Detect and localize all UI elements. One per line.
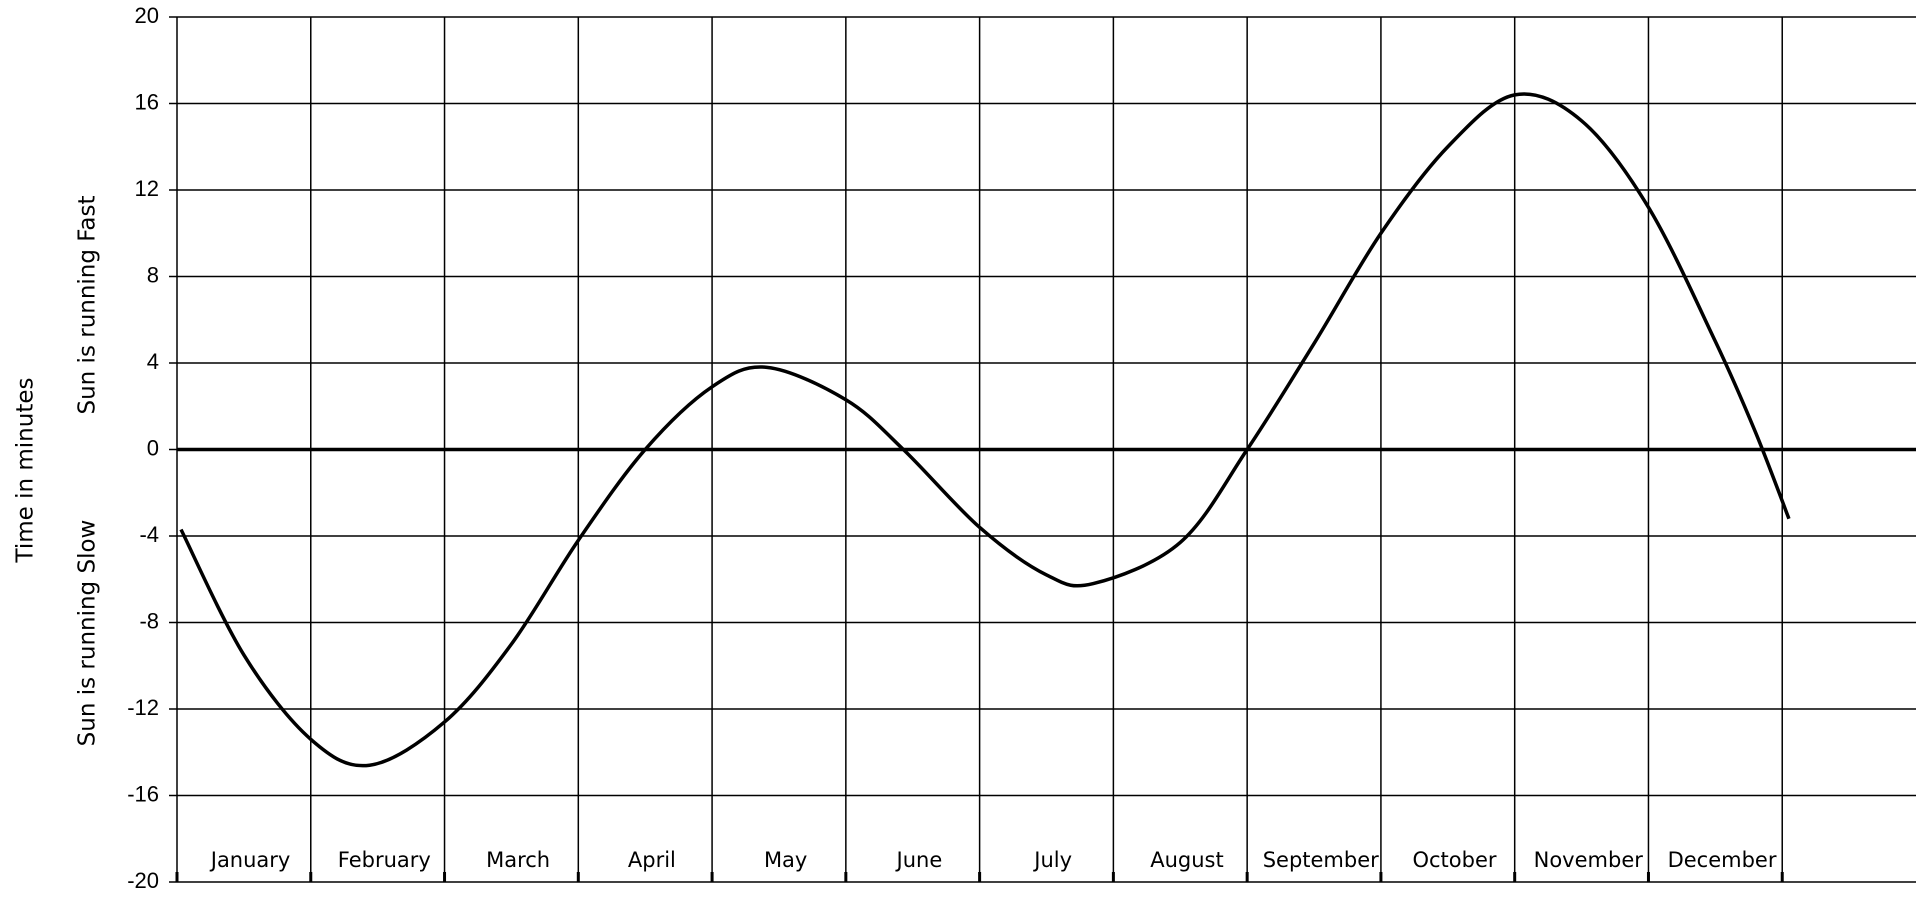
y-tick-label: -8: [139, 608, 159, 633]
x-tick-label: April: [628, 848, 676, 872]
y-tick-label: 20: [135, 3, 159, 28]
y-tick-label: -12: [127, 695, 159, 720]
x-tick-label: March: [486, 848, 550, 872]
y-axis-title: Time in minutes: [13, 378, 39, 564]
x-tick-label: June: [895, 848, 943, 872]
y-tick-label: 16: [135, 89, 159, 114]
y-tick-label: -16: [127, 781, 159, 806]
x-tick-label: July: [1032, 848, 1072, 872]
x-tick-label: February: [338, 848, 431, 872]
y-tick-label: -20: [127, 868, 159, 893]
x-tick-label: May: [764, 848, 807, 872]
y-tick-label: 8: [147, 262, 159, 287]
line-series: [179, 92, 1791, 768]
x-tick-label: September: [1263, 848, 1379, 872]
y-tick-label: -4: [139, 522, 159, 547]
y-axis-lower-label: Sun is running Slow: [75, 520, 101, 747]
y-tick-label: 0: [147, 435, 159, 460]
x-tick-label: August: [1150, 848, 1224, 872]
x-tick-label: December: [1668, 848, 1777, 872]
x-tick-label: January: [209, 848, 291, 872]
x-tick-label: October: [1412, 848, 1496, 872]
y-axis-upper-label: Sun is running Fast: [75, 195, 101, 414]
y-tick-label: 12: [135, 176, 159, 201]
y-tick-label: 4: [147, 349, 159, 374]
x-tick-label: November: [1534, 848, 1644, 872]
